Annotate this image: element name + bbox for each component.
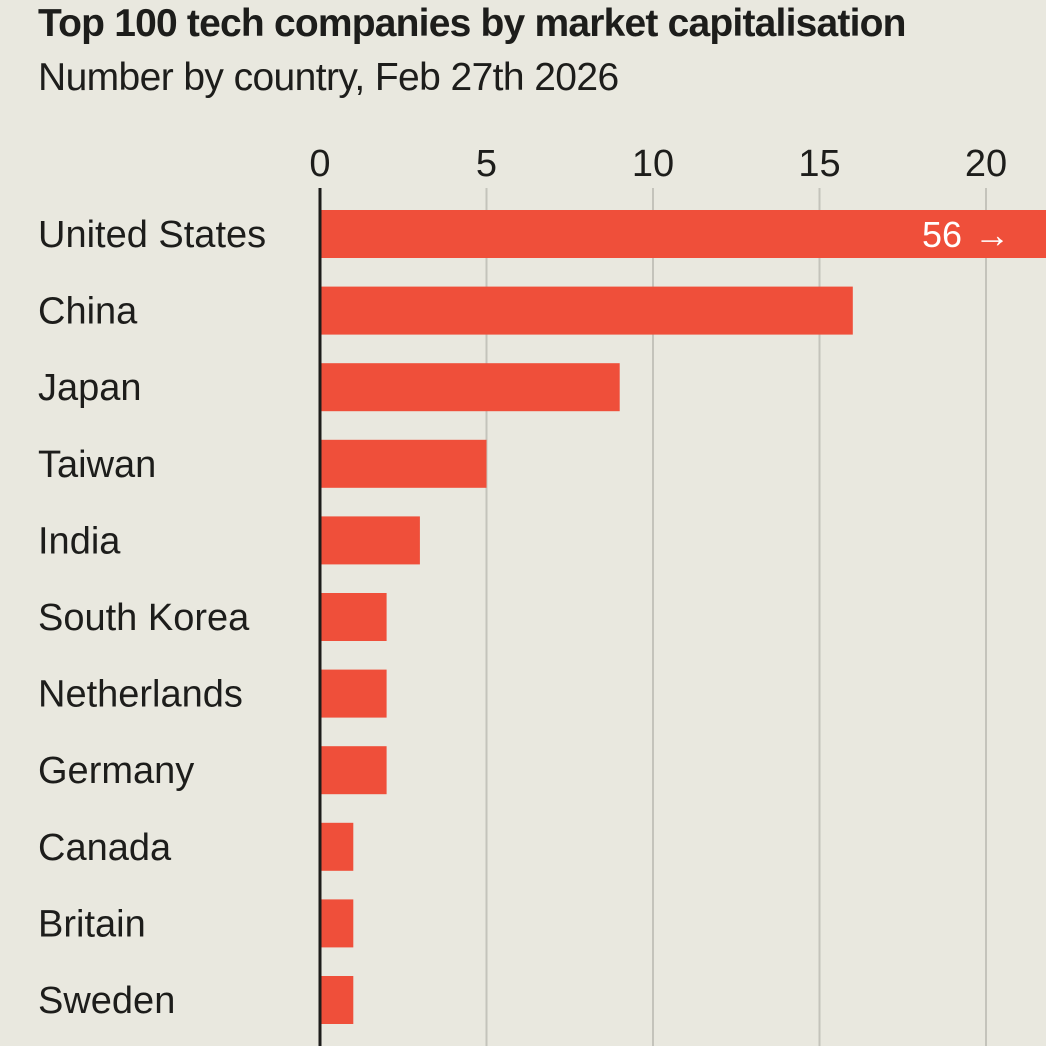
x-tick-label: 5 bbox=[476, 143, 497, 185]
category-label: Canada bbox=[38, 827, 172, 869]
category-label: Sweden bbox=[38, 980, 175, 1022]
category-label: Netherlands bbox=[38, 674, 243, 716]
value-label: 56 bbox=[922, 214, 962, 255]
bar bbox=[320, 363, 620, 412]
arrow-right-icon: → bbox=[974, 214, 1010, 255]
x-tick-label: 10 bbox=[632, 143, 674, 185]
category-label: United States bbox=[38, 214, 266, 256]
x-tick-label: 15 bbox=[798, 143, 840, 185]
bar bbox=[320, 593, 387, 641]
chart-title: Top 100 tech companies by market capital… bbox=[38, 2, 906, 45]
category-label: Germany bbox=[38, 750, 194, 792]
x-tick-label: 0 bbox=[309, 143, 330, 185]
category-label: China bbox=[38, 291, 138, 333]
x-tick-label: 20 bbox=[965, 143, 1007, 185]
category-label: South Korea bbox=[38, 597, 250, 639]
category-label: Taiwan bbox=[38, 444, 156, 486]
category-label: India bbox=[38, 520, 121, 562]
category-label: Japan bbox=[38, 367, 142, 409]
category-label: Britain bbox=[38, 903, 146, 945]
bar bbox=[320, 899, 354, 948]
bar bbox=[320, 669, 387, 718]
chart-subtitle: Number by country, Feb 27th 2026 bbox=[38, 56, 619, 99]
bar bbox=[320, 210, 1046, 258]
bar bbox=[320, 746, 387, 795]
bar bbox=[320, 822, 354, 871]
bar bbox=[320, 516, 420, 565]
bar bbox=[320, 439, 487, 488]
bar bbox=[320, 286, 853, 335]
bar bbox=[320, 976, 354, 1024]
